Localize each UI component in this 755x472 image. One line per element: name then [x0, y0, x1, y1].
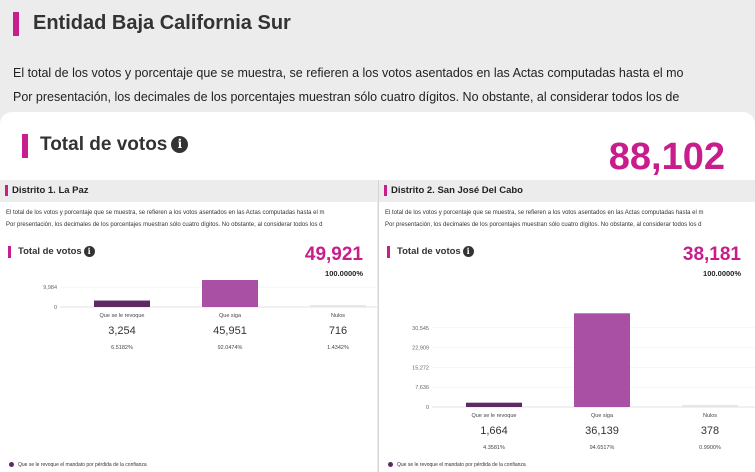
- district-card-la-paz: Distrito 1. La Paz El total de los votos…: [0, 180, 377, 472]
- bar-0: [466, 402, 522, 407]
- district-title: Distrito 1. La Paz: [12, 185, 89, 196]
- category-label: Que siga: [591, 413, 614, 419]
- percent-label: 92.0474%: [218, 345, 243, 351]
- entity-title: Entidad Baja California Sur: [33, 12, 291, 34]
- total-votes-label: Total de votos i: [40, 134, 189, 156]
- entity-description-1: El total de los votos y porcentaje que s…: [13, 66, 684, 80]
- info-icon[interactable]: i: [171, 136, 189, 153]
- info-icon[interactable]: i: [83, 246, 95, 257]
- district-description-2: Por presentación, los decimales de los p…: [385, 222, 702, 228]
- district-description-2: Por presentación, los decimales de los p…: [6, 222, 323, 228]
- district-total-label: Total de votos i: [397, 246, 474, 257]
- y-tick-label: 0: [54, 305, 57, 311]
- district-description-1: El total de los votos y porcentaje que s…: [6, 210, 325, 216]
- percent-label: 4.3581%: [483, 445, 505, 451]
- bar-1: [574, 313, 630, 407]
- entity-header: Entidad Baja California Sur El total de …: [0, 0, 755, 112]
- y-tick-label: 30,545: [412, 326, 429, 332]
- category-label: Que se le revoque: [100, 313, 145, 319]
- accent-bar: [22, 134, 28, 158]
- legend-label: Que se le revoque el mandato por pérdida…: [18, 462, 147, 468]
- district-description-1: El total de los votos y porcentaje que s…: [385, 210, 704, 216]
- district-total-label: Total de votos i: [18, 246, 95, 257]
- category-label: Que siga: [219, 313, 242, 319]
- category-label: Que se le revoque: [472, 413, 517, 419]
- value-label: 716: [329, 325, 347, 337]
- district-bar-chart: 0 7,636 15,272 22,909 30,545 Que se le revoqu…: [412, 313, 755, 451]
- district-card-san-jose-del-cabo: Distrito 2. San José Del Cabo El total d…: [378, 180, 755, 472]
- y-tick-label: 15,272: [412, 365, 429, 371]
- legend-dot-icon: [388, 462, 393, 467]
- chart-legend: Que se le revoque el mandato por pérdida…: [9, 462, 147, 468]
- y-tick-label: 7,636: [415, 385, 429, 391]
- legend-label: Que se le revoque el mandato por pérdida…: [397, 462, 526, 468]
- district-header: Distrito 1. La Paz: [0, 180, 377, 202]
- y-tick-label: 22,909: [412, 346, 429, 352]
- accent-bar: [387, 246, 390, 258]
- district-total-percent: 100.0000%: [703, 269, 741, 278]
- chart-legend: Que se le revoque el mandato por pérdida…: [388, 462, 526, 468]
- total-votes-card: Total de votos i 88,102: [0, 112, 755, 180]
- district-total-label-text: Total de votos: [397, 246, 461, 257]
- entity-description-2: Por presentación, los decimales de los p…: [13, 90, 680, 104]
- info-icon[interactable]: i: [462, 246, 474, 257]
- district-header: Distrito 2. San José Del Cabo: [379, 180, 755, 202]
- value-label: 1,664: [480, 425, 508, 437]
- bar-1: [202, 280, 258, 307]
- percent-label: 1.4342%: [327, 345, 349, 351]
- percent-label: 0.9900%: [699, 445, 721, 451]
- category-label: Nulos: [331, 313, 345, 319]
- bar-2: [310, 305, 366, 307]
- total-votes-value: 88,102: [608, 136, 725, 178]
- accent-bar: [8, 246, 11, 258]
- district-title: Distrito 2. San José Del Cabo: [391, 185, 523, 196]
- percent-label: 94.6517%: [590, 445, 615, 451]
- value-label: 45,951: [213, 325, 247, 337]
- total-votes-label-text: Total de votos: [40, 134, 168, 155]
- district-total-value: 38,181: [682, 244, 741, 265]
- category-label: Nulos: [703, 413, 717, 419]
- value-label: 3,254: [108, 325, 136, 337]
- district-total-value: 49,921: [304, 244, 363, 265]
- district-total-label-text: Total de votos: [18, 246, 82, 257]
- bar-0: [94, 300, 150, 307]
- accent-bar: [13, 12, 19, 36]
- legend-dot-icon: [9, 462, 14, 467]
- y-tick-label: 0: [426, 405, 429, 411]
- accent-bar: [384, 185, 387, 196]
- district-bar-chart: 09,98419,96829,95339,937Que se le revoqu…: [43, 280, 377, 351]
- accent-bar: [5, 185, 8, 196]
- value-label: 36,139: [585, 425, 619, 437]
- bar-2: [682, 405, 738, 407]
- percent-label: 6.5182%: [111, 345, 133, 351]
- district-total-percent: 100.0000%: [325, 269, 363, 278]
- value-label: 378: [701, 425, 719, 437]
- y-tick-label: 9,984: [43, 285, 57, 291]
